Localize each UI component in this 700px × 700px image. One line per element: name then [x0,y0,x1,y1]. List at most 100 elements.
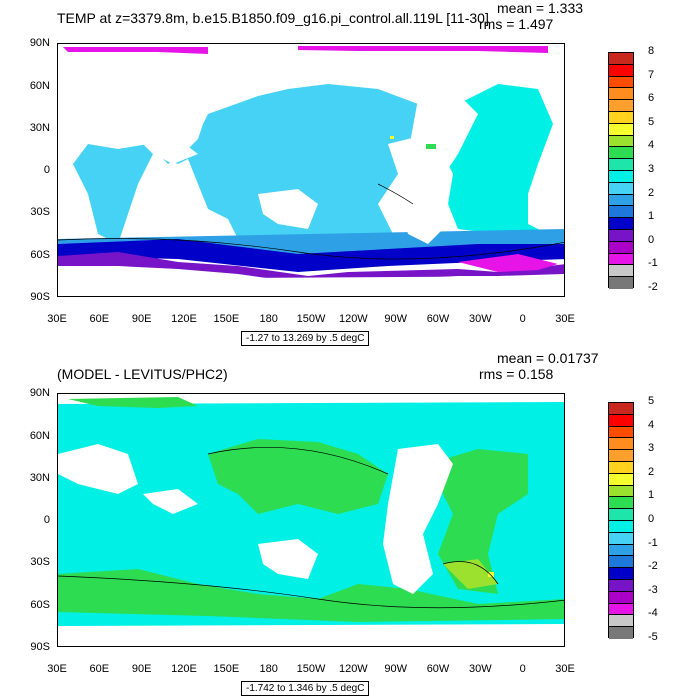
top-southern-4 [458,254,558,272]
bottom-colorbar-cell [609,615,633,628]
top-colorbar-cell [609,76,633,89]
top-ocean-main [73,84,428,254]
top-colorbar-cell [609,111,633,124]
top-land-americas [398,94,478,244]
bottom-lon-label: 30E [47,663,67,675]
top-colorbar-label: 0 [648,233,655,246]
top-southern-3 [58,252,564,284]
bottom-lat-label: 30S [30,556,50,568]
top-colorbar-cell [609,88,633,101]
bottom-colorbar-cell [609,438,633,451]
bottom-lon-label: 150E [213,663,240,675]
bottom-colorbar-cell [609,473,633,486]
bottom-colorbar-cell [609,403,633,415]
top-lat-label: 90S [30,291,50,303]
bottom-lon-label: 60W [426,663,450,675]
bottom-colorbar-label: 0 [648,513,655,525]
top-colorbar-cell [609,123,633,136]
top-lat-label: 60N [29,80,50,92]
top-colorbar-cell [609,253,633,266]
top-colorbar-label: 4 [648,139,655,152]
bottom-contour-1 [207,447,389,475]
bottom-colorbar-cell [609,544,633,557]
bottom-colorbar-label: -3 [648,583,658,596]
top-colorbar-cell [609,206,633,219]
bottom-land-americas [383,444,453,594]
bottom-colorbar-cell [609,497,633,510]
bottom-colorbar-label: -2 [648,560,658,573]
top-colorbar-cell [609,100,633,112]
bottom-lon-label: 60E [89,663,110,675]
bottom-range-box: -1.742 to 1.346 by .5 degC [241,681,370,696]
top-colorbar-cell [609,135,633,148]
top-colorbar-label: 5 [648,115,655,128]
top-lat-label: 60S [30,249,50,261]
top-colorbar-cell [609,147,633,160]
top-lon-label: 60E [89,313,110,325]
bottom-green-light [443,559,498,589]
top-land-africa [58,94,138,144]
bottom-colorbar-label: -1 [648,536,658,549]
bottom-colorbar-label: 4 [648,418,655,431]
bottom-colorbar-cell [609,485,633,498]
bottom-colorbar-label: -5 [648,631,658,643]
top-lon-label: 180 [259,313,278,325]
top-lon-label: 30E [555,313,575,325]
bottom-lat-label: 90S [30,641,50,653]
top-arctic-fill-2 [298,46,548,53]
top-colorbar-cell [609,64,633,77]
top-arctic-fill [63,47,208,54]
top-colorbar-cell [609,53,633,65]
top-lon-label: 90W [384,313,407,325]
top-colorbar [608,52,634,289]
top-colorbar-label: 6 [648,92,655,105]
top-colorbar-cell [609,241,633,254]
bottom-colorbar-cell [609,450,633,462]
bottom-colorbar-cell [609,509,633,521]
bottom-contour-2 [58,575,564,609]
top-lon-label: 120E [171,313,197,325]
top-mean: mean = 1.333 [497,0,584,16]
bottom-rms: rms = 0.158 [479,366,554,382]
top-lon-label: 30E [47,313,67,325]
bottom-colorbar-cell [609,568,633,580]
bottom-colorbar-label: 3 [648,442,655,455]
top-lat-label: 0 [43,164,50,176]
top-lon-label: 120W [338,313,368,325]
bottom-contour-3 [442,561,499,585]
bottom-yellow-spot [488,572,494,577]
top-colorbar-label: 7 [648,68,655,81]
bottom-colorbar-label: 2 [648,465,655,478]
bottom-lon-label: 90W [384,663,407,675]
bottom-green-atlantic [428,449,528,594]
bottom-lon-label: 120E [171,663,197,675]
bottom-lon-label: 180 [259,663,278,675]
top-contour-2 [377,183,414,205]
top-colorbar-label: 2 [648,186,655,199]
top-lat-label: 30N [29,122,50,134]
top-colorbar-cell [609,229,633,242]
top-colorbar-cell [609,265,633,278]
top-colorbar-cell [609,194,633,207]
bottom-lat-label: 60S [30,599,50,611]
bottom-green-arctic [68,397,198,408]
top-colorbar-label: -1 [648,257,658,270]
top-colorbar-label: 3 [648,163,655,175]
bottom-colorbar-cell [609,591,633,604]
top-colorbar-label: 1 [648,210,655,223]
top-colorbar-cell [609,159,633,171]
bottom-lon-label: 150W [296,663,326,675]
bottom-lat-label: 30N [29,472,50,484]
bottom-colorbar-label: -4 [648,607,658,620]
top-land-australia [258,189,318,229]
top-colorbar-cell [609,277,633,289]
top-lon-label: 90E [131,313,152,325]
top-lon-label: 150E [213,313,240,325]
bottom-colorbar-label: 5 [648,395,655,407]
bottom-colorbar [608,402,634,639]
bottom-colorbar-cell [609,426,633,439]
bottom-lat-label: 60N [29,430,50,442]
bottom-colorbar-cell [609,461,633,474]
bottom-title: (MODEL - LEVITUS/PHC2) [57,366,228,382]
bottom-land-australia [258,539,318,579]
